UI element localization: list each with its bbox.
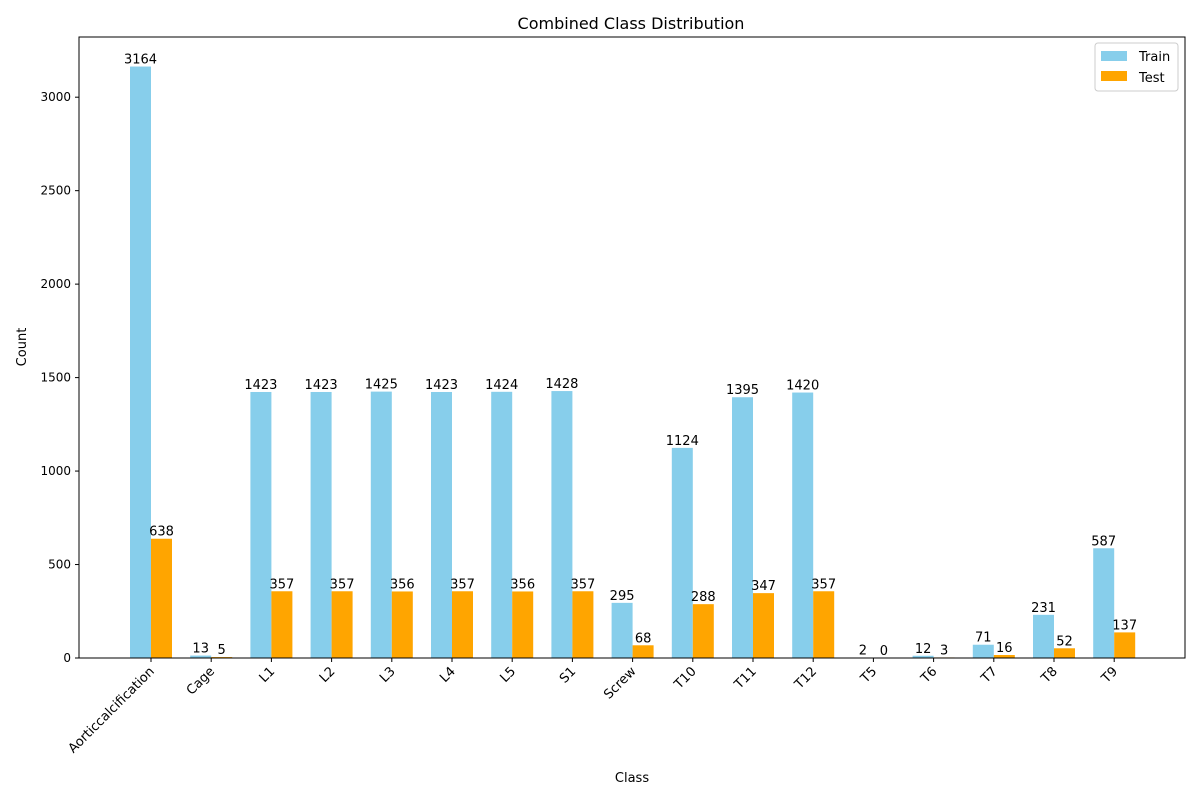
- bar-value-label-train: 1423: [305, 378, 338, 393]
- x-tick-label: L1: [257, 664, 279, 686]
- bar-value-label-test: 357: [570, 577, 595, 592]
- bar-test: [993, 655, 1015, 658]
- x-tick-label: T12: [791, 664, 820, 693]
- bar-value-label-test: 137: [1112, 618, 1137, 633]
- bar-train: [130, 66, 151, 658]
- bar-test: [692, 604, 714, 658]
- plot-frame: [78, 36, 1186, 659]
- bar-train: [671, 447, 693, 658]
- legend-swatch-train: [1101, 51, 1127, 61]
- bar-test: [632, 645, 654, 658]
- y-tick-label: 2000: [40, 277, 71, 291]
- chart-title: Combined Class Distribution: [518, 14, 745, 33]
- bar-train: [491, 391, 513, 658]
- y-tick-label: 1000: [40, 464, 71, 478]
- x-tick-label: Screw: [601, 664, 640, 703]
- bar-test: [1114, 632, 1136, 658]
- bar-value-label-test: 356: [390, 577, 415, 592]
- bar-value-label-test: 68: [635, 631, 652, 646]
- bar-test: [271, 591, 293, 658]
- bar-test: [151, 538, 172, 658]
- bar-train: [611, 602, 633, 658]
- bar-value-label-test: 347: [751, 579, 776, 594]
- bar-value-label-train: 1423: [425, 378, 458, 393]
- bar-train: [250, 391, 272, 658]
- bar-value-label-train: 13: [192, 642, 209, 657]
- bar-train: [792, 392, 814, 658]
- bar-value-label-train: 587: [1091, 534, 1116, 549]
- bar-test: [391, 591, 413, 658]
- bar-train: [370, 391, 392, 658]
- bar-train: [1093, 548, 1115, 658]
- bar-train: [310, 391, 332, 658]
- bar-train: [431, 391, 452, 658]
- bar-test: [572, 591, 594, 658]
- bar-value-label-train: 12: [915, 642, 932, 657]
- x-tick-label: L4: [437, 664, 459, 686]
- x-tick-label: T9: [1098, 664, 1121, 687]
- bar-value-label-test: 638: [149, 525, 174, 540]
- x-tick-label: L3: [377, 664, 399, 686]
- bar-value-label-train: 1425: [365, 378, 398, 393]
- y-tick-label: 2500: [40, 184, 71, 198]
- bar-value-label-train: 1424: [485, 378, 518, 393]
- bar-value-label-train: 3164: [124, 53, 157, 68]
- legend-label-train: Train: [1138, 50, 1170, 65]
- y-tick-label: 500: [48, 558, 71, 572]
- bar-train: [972, 644, 994, 658]
- bar-value-label-test: 0: [880, 644, 888, 659]
- legend: Train Test: [1094, 42, 1179, 92]
- bar-train: [912, 655, 934, 658]
- x-axis-label: Class: [615, 771, 649, 786]
- bar-value-label-test: 5: [218, 643, 226, 658]
- bar-value-label-train: 1395: [726, 383, 759, 398]
- x-tick-label: T10: [671, 664, 700, 693]
- bar-test: [331, 591, 353, 658]
- x-tick-label: T11: [731, 664, 760, 693]
- bar-train: [190, 655, 212, 658]
- bar-train: [551, 391, 573, 658]
- legend-label-test: Test: [1138, 71, 1165, 86]
- bar-test: [512, 591, 534, 658]
- x-tick-label: Aorticcalcification: [66, 664, 158, 756]
- bar-train: [732, 397, 753, 658]
- x-tick-label: T5: [857, 664, 880, 687]
- y-tick-label: 3000: [40, 90, 71, 104]
- x-tick-label: T8: [1038, 664, 1061, 687]
- bar-test: [813, 591, 835, 658]
- y-axis-label: Count: [15, 328, 30, 367]
- bar-test: [452, 591, 473, 658]
- y-tick-label: 1500: [40, 371, 71, 385]
- bar-value-label-test: 3: [940, 643, 948, 658]
- bar-value-label-train: 1423: [244, 378, 277, 393]
- bar-train: [1033, 614, 1054, 658]
- bar-value-label-train: 71: [975, 631, 992, 646]
- x-tick-label: L2: [317, 664, 339, 686]
- x-tick-label: T6: [918, 664, 941, 687]
- x-tick-label: Cage: [184, 664, 218, 698]
- legend-swatch-test: [1101, 71, 1127, 81]
- x-tick-label: L5: [497, 664, 519, 686]
- bar-test: [1054, 648, 1075, 658]
- bar-test: [753, 593, 774, 658]
- bar-value-label-test: 357: [269, 577, 294, 592]
- bar-value-label-train: 231: [1031, 601, 1056, 616]
- bar-value-label-test: 357: [811, 577, 836, 592]
- bar-value-label-train: 1124: [666, 434, 699, 449]
- bar-value-label-train: 2: [859, 644, 867, 659]
- bar-value-label-test: 356: [510, 577, 535, 592]
- x-tick-label: T7: [978, 664, 1001, 687]
- bar-value-label-train: 1428: [545, 377, 578, 392]
- bar-value-label-test: 16: [996, 641, 1013, 656]
- bar-value-label-train: 295: [610, 589, 635, 604]
- x-tick-label: S1: [557, 664, 579, 686]
- y-tick-label: 0: [63, 651, 71, 665]
- bar-value-label-test: 357: [450, 577, 475, 592]
- bar-value-label-test: 357: [330, 577, 355, 592]
- bar-value-label-test: 288: [691, 590, 716, 605]
- bar-value-label-train: 1420: [786, 379, 819, 394]
- bar-value-label-test: 52: [1056, 634, 1073, 649]
